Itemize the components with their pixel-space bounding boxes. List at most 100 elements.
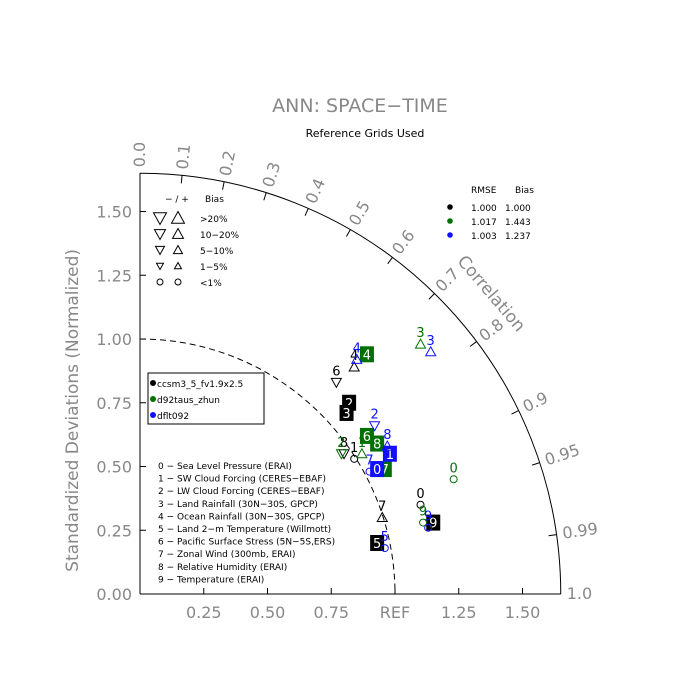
point-label: 1 [350, 441, 358, 456]
x-tick-label: 0.75 [313, 603, 349, 622]
point-label: 2 [345, 397, 353, 412]
bias-legend-row: 10−20% [153, 227, 239, 241]
variable-legend-item: 2 − LW Cloud Forcing (CERES−EBAF) [158, 487, 324, 497]
point-triangle-up [414, 338, 427, 349]
bias-legend-row: 1−5% [155, 261, 228, 273]
point-label: 0 [416, 487, 424, 502]
y-tick-label: 0.00 [96, 585, 132, 604]
point-label: 3 [427, 334, 435, 349]
case-dot [150, 412, 156, 418]
variable-legend-item: 0 − Sea Level Pressure (ERAI) [158, 462, 292, 472]
point-label: 3 [342, 407, 350, 422]
corr-tick [222, 181, 225, 190]
ref-label: REF [380, 603, 410, 622]
point-label: 0 [373, 463, 381, 478]
point-label: 2 [337, 436, 345, 451]
corr-tick-label: 0.99 [561, 519, 599, 543]
corr-tick [469, 341, 477, 347]
point-circle [365, 467, 374, 476]
rmse-legend-row: 1.003 1.237 [447, 232, 531, 242]
data-point: 7 [365, 454, 374, 476]
point-label: 9 [419, 505, 427, 520]
x-tick-label: 1.25 [441, 603, 477, 622]
point-label: 5 [381, 530, 389, 545]
data-point: 4 [348, 349, 361, 372]
rmse-dot [447, 204, 453, 210]
data-point: 0 [416, 487, 425, 509]
case-name: ccsm3_5_fv1.9x2.5 [157, 380, 243, 390]
legend-triangle-up [173, 261, 183, 270]
correlation-arc [139, 172, 562, 595]
corr-tick-label: 1.0 [567, 584, 592, 603]
data-point: 1 [350, 441, 358, 463]
x-tick-label: 0.50 [250, 603, 286, 622]
corr-tick [428, 293, 435, 300]
point-box [426, 514, 441, 531]
corr-tick-label: 0.1 [173, 143, 194, 170]
point-label: 7 [365, 454, 373, 469]
bias-legend-label: <1% [200, 279, 222, 289]
case-dot [150, 380, 156, 386]
point-label: 7 [381, 463, 389, 478]
data-point: 3 [424, 334, 437, 357]
corr-tick-label: 0.2 [216, 149, 240, 178]
bias-legend-row: >20% [152, 210, 228, 226]
corr-tick-label: 0.3 [258, 160, 284, 190]
chart-subtitle: Reference Grids Used [306, 127, 425, 140]
reference-arc [139, 338, 396, 595]
legend-triangle-up [170, 210, 186, 224]
corr-tick [548, 534, 557, 537]
point-triangle-up [348, 361, 361, 372]
y-tick-label: 1.50 [96, 203, 132, 222]
corr-tick-label: 0.5 [345, 197, 374, 229]
bias-legend-label: 10−20% [200, 231, 239, 241]
x-tick-label: 0.25 [186, 603, 222, 622]
point-box [359, 346, 374, 363]
data-point: 0 [370, 461, 385, 478]
variable-legend-item: 6 − Pacific Surface Stress (5N−5S,ERS) [158, 538, 335, 548]
corr-tick-label: 0.4 [302, 176, 330, 207]
corr-tick [531, 462, 540, 466]
case-legend-row: dflt092 [150, 412, 189, 422]
plot-frame [139, 172, 562, 595]
point-label: 6 [332, 364, 340, 379]
y-tick-label: 1.00 [96, 330, 132, 349]
point-triangle-up [381, 440, 394, 451]
legend-triangle-down [153, 229, 167, 241]
point-box [370, 435, 385, 452]
corr-tick [387, 257, 393, 265]
case-legend-row: ccsm3_5_fv1.9x2.5 [150, 380, 243, 390]
y-tick-label: 0.75 [96, 394, 132, 413]
variable-legend-item: 3 − Land Rainfall (30N−30S, GPCP) [158, 500, 318, 510]
variable-legend-item: 5 − Land 2−m Temperature (Willmott) [158, 525, 331, 535]
bias-legend-label: 1−5% [200, 263, 228, 273]
y-tick-label: 0.25 [96, 521, 132, 540]
corr-tick [180, 175, 183, 184]
variable-legend-item: 7 − Zonal Wind (300mb, ERAI) [158, 550, 296, 560]
data-point: 8 [370, 435, 385, 453]
point-triangle-down [330, 377, 343, 389]
point-label: 4 [350, 349, 358, 364]
chart-title: ANN: SPACE−TIME [272, 95, 448, 117]
case-dot [150, 396, 156, 402]
data-point: 8 [381, 428, 394, 451]
point-box [370, 461, 385, 478]
corr-tick [263, 192, 267, 201]
data-point: 9 [419, 505, 427, 527]
bias-legend-header: Bias [205, 195, 224, 205]
bias-legend-label: >20% [200, 215, 228, 225]
corr-tick-label: 0.95 [542, 440, 582, 469]
corr-tick [511, 410, 519, 415]
point-label: 2 [370, 408, 378, 423]
data-point: 3 [339, 404, 354, 422]
data-point: 3 [414, 326, 427, 349]
point-triangle-up [424, 345, 437, 357]
rmse-value: 1.000 [471, 204, 497, 214]
legend-triangle-down [155, 262, 165, 271]
y-axis-label: Standardized Deviations (Normalized) [63, 249, 83, 572]
point-label: 8 [373, 438, 381, 453]
rmse-legend-row: 1.017 1.443 [447, 218, 531, 228]
data-points: 0123456789012346789012345789 [330, 326, 458, 553]
rmse-bias-value: 1.237 [505, 232, 531, 242]
